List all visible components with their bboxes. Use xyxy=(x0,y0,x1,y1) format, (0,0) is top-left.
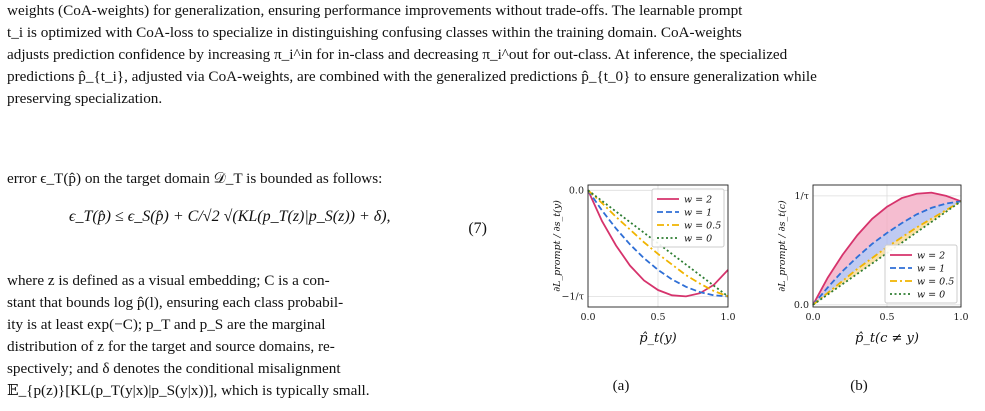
panel-a-label: (a) xyxy=(612,378,630,394)
x-tick-label: 1.0 xyxy=(953,312,968,323)
series-line-w2 xyxy=(587,189,729,298)
series-line-w05 xyxy=(587,189,729,298)
legend-entry: w = 2 xyxy=(917,251,945,262)
caption-line-5: preserving specialization. xyxy=(7,90,163,107)
panel-b-label: (b) xyxy=(850,378,868,394)
y-tick-label: 0.0 xyxy=(569,185,584,196)
series-line-w2 xyxy=(812,191,962,306)
figure-panel-b: 0.0 0.5 1.0 0.0 1/τ p̂_t(c ≠ y) ∂L_prompt / ∂s… xyxy=(777,184,969,346)
body-line-4: distribution of z for the target and sou… xyxy=(7,338,335,355)
y-tick-label: 0.0 xyxy=(794,300,809,311)
legend-entry: w = 0.5 xyxy=(684,221,721,232)
y-tick-label: −1/τ xyxy=(562,291,584,302)
legend-box xyxy=(884,244,958,304)
x-axis-label: p̂_t(c ≠ y) xyxy=(855,331,919,346)
figure-caption: weights (CoA-weights) for generalization… xyxy=(7,0,977,110)
plot-frame xyxy=(587,184,729,308)
caption-line-3: adjusts prediction confidence by increas… xyxy=(7,46,788,63)
y-tick-label: 1/τ xyxy=(794,191,809,202)
y-axis-label: ∂L_prompt / ∂s_t(c) xyxy=(777,200,788,292)
legend-entry: w = 1 xyxy=(917,264,945,275)
y-axis-label: ∂L_prompt / ∂s_t(y) xyxy=(552,200,563,292)
body-intro: error ϵ_T(p̂) on the target domain 𝒟_T i… xyxy=(7,170,383,187)
x-tick-label: 0.0 xyxy=(580,312,595,323)
plot-frame xyxy=(812,184,962,308)
series-line-w1 xyxy=(587,189,729,298)
equation-7: ϵ_T(p̂) ≤ ϵ_S(p̂) + C/√2 √(KL(p_T(z)|p_S… xyxy=(7,198,487,264)
equation-number: (7) xyxy=(468,220,487,237)
legend-entry: w = 0.5 xyxy=(917,277,954,288)
x-axis-label: p̂_t(y) xyxy=(639,331,677,346)
legend-entry: w = 1 xyxy=(684,208,712,219)
body-column: error ϵ_T(p̂) on the target domain 𝒟_T i… xyxy=(7,168,487,402)
body-line-1: where z is defined as a visual embedding… xyxy=(7,272,330,289)
body-line-3: ity is at least exp(−C); p_T and p_S are… xyxy=(7,316,326,333)
x-tick-label: 1.0 xyxy=(720,312,735,323)
body-line-6: 𝔼_{p(z)}[KL(p_T(y|x)|p_S(y|x))], which i… xyxy=(7,382,370,399)
legend-entry: w = 0 xyxy=(684,234,712,245)
body-line-5: spectively; and δ denotes the conditiona… xyxy=(7,360,341,377)
series-line-w1 xyxy=(812,200,962,306)
x-tick-label: 0.0 xyxy=(805,312,820,323)
caption-line-2: t_i is optimized with CoA-loss to specia… xyxy=(7,24,742,41)
x-tick-label: 0.5 xyxy=(879,312,894,323)
body-line-2: stant that bounds log p̂(l), ensuring ea… xyxy=(7,294,344,311)
equation-body: ϵ_T(p̂) ≤ ϵ_S(p̂) + C/√2 √(KL(p_T(z)|p_S… xyxy=(69,208,391,225)
x-tick-label: 0.5 xyxy=(650,312,665,323)
caption-line-4: predictions p̂_{t_i}, adjusted via CoA-w… xyxy=(7,68,817,85)
caption-line-1: weights (CoA-weights) for generalization… xyxy=(7,2,743,19)
area-fill-w2 xyxy=(813,192,961,305)
legend-entry: w = 2 xyxy=(684,195,712,206)
legend-entry: w = 0 xyxy=(917,290,945,301)
figure-panel-a: 0.0 0.5 1.0 0.0 −1/τ p̂_t(y) ∂L_prompt / ∂s_t(… xyxy=(552,184,736,346)
legend-box xyxy=(651,188,725,248)
